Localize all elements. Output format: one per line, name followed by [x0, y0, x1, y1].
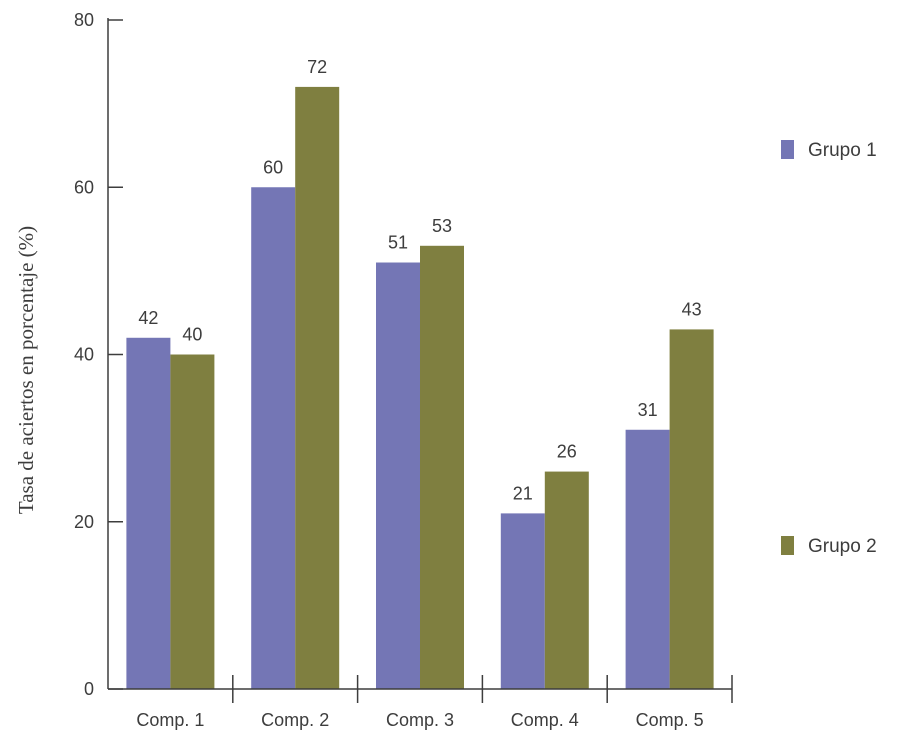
- bar-2-4: [544, 471, 589, 689]
- legend-label-1: Grupo 1: [808, 140, 877, 161]
- x-tick-label-1: Comp. 1: [136, 710, 204, 730]
- data-label-1-4: 21: [513, 483, 533, 503]
- bar-2-5: [669, 329, 714, 689]
- data-label-1-5: 31: [638, 400, 658, 420]
- bar-1-3: [376, 262, 420, 689]
- bar-1-1: [126, 337, 171, 689]
- bar-2-2: [295, 86, 340, 689]
- bar-2-1: [170, 354, 215, 689]
- legend: Grupo 1 Grupo 2: [781, 140, 877, 557]
- data-label-1-3: 51: [388, 233, 408, 253]
- bar-1-4: [500, 513, 545, 689]
- axes-group: 0 20 40 60 80 Comp. 1 Comp. 2 Comp. 3 Comp. 4 Com…: [74, 10, 733, 730]
- y-tick-label-2: 20: [74, 512, 94, 532]
- data-label-2-5: 43: [682, 299, 702, 319]
- bar-1-5: [625, 429, 670, 689]
- y-tick-label-4: 60: [74, 177, 94, 197]
- data-label-2-4: 26: [557, 442, 577, 462]
- bars-group: [126, 86, 714, 689]
- y-axis-label: Tasa de aciertos en porcentaje (%): [14, 226, 38, 514]
- data-label-2-3: 53: [432, 216, 452, 236]
- data-label-2-1: 40: [182, 325, 202, 345]
- data-labels-group: 42 40 60 72 51 53 21 26 31 43: [138, 57, 701, 503]
- y-tick-label-5: 80: [74, 10, 94, 30]
- y-tick-label-3: 40: [74, 345, 94, 365]
- data-label-2-2: 72: [307, 57, 327, 77]
- y-tick-label-1: 0: [84, 679, 94, 699]
- bar-1-2: [251, 187, 296, 689]
- data-label-1-2: 60: [263, 157, 283, 177]
- legend-label-2: Grupo 2: [808, 536, 877, 557]
- data-label-1-1: 42: [138, 308, 158, 328]
- legend-swatch-2: [781, 536, 794, 555]
- x-tick-label-4: Comp. 4: [511, 710, 579, 730]
- legend-swatch-1: [781, 140, 794, 159]
- x-tick-label-3: Comp. 3: [386, 710, 454, 730]
- x-tick-label-2: Comp. 2: [261, 710, 329, 730]
- x-tick-label-5: Comp. 5: [636, 710, 704, 730]
- y-axis-title-group: Tasa de aciertos en porcentaje (%): [14, 226, 38, 514]
- bar-2-3: [420, 245, 464, 689]
